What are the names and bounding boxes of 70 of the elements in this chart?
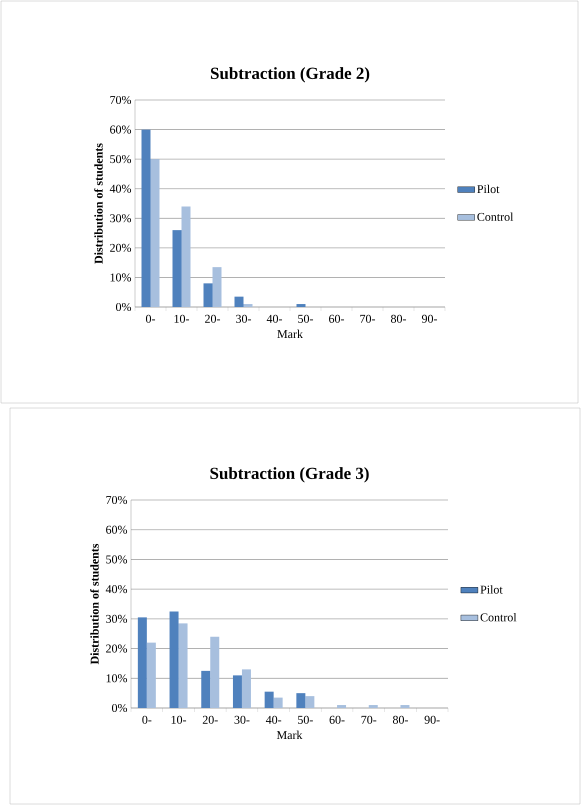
y-tick-label: 0% [116, 302, 132, 312]
bar [170, 611, 179, 708]
x-tick-label: 60- [329, 314, 344, 323]
bar [150, 159, 160, 308]
x-tick-label: 20- [205, 314, 220, 323]
x-tick-label: 50- [298, 716, 313, 724]
bar [142, 130, 150, 308]
bar [244, 304, 252, 308]
x-tick-label: 0- [146, 314, 156, 323]
x-tick-label: 10- [174, 314, 190, 323]
bar [210, 636, 220, 708]
x-tick-label: 0- [142, 716, 152, 724]
bar [182, 206, 190, 308]
x-tick-label: 30- [236, 314, 252, 323]
chart-title: Subtraction (Grade 2) [210, 67, 370, 83]
legend-label: Control [477, 212, 514, 221]
x-tick-label: 50- [298, 314, 314, 323]
y-tick-label: 20% [110, 244, 132, 252]
x-tick-label: 10- [172, 716, 186, 724]
x-axis-title: Mark [277, 330, 303, 338]
x-tick-label: 80- [390, 314, 406, 323]
chart-title: Subtraction (Grade 3) [210, 467, 369, 483]
legend-label: Control [480, 613, 516, 622]
y-tick-label: 30% [106, 614, 128, 623]
x-tick-label: 40- [266, 716, 282, 724]
y-tick-label: 40% [106, 585, 128, 594]
bar [172, 230, 182, 308]
bar [368, 705, 378, 708]
x-tick-label: 60- [330, 716, 345, 724]
bar [232, 675, 242, 708]
y-axis-title: Distribution of students [94, 143, 103, 264]
y-tick-label: 70% [110, 96, 132, 104]
x-tick-label: 40- [266, 314, 282, 323]
bar [138, 617, 147, 708]
bar [400, 705, 410, 708]
x-tick-label: 80- [392, 716, 408, 724]
y-tick-label: 60% [110, 126, 132, 134]
y-tick-label: 20% [106, 644, 128, 653]
bar [337, 705, 346, 708]
legend-label: Pilot [480, 585, 503, 594]
bar [305, 696, 314, 708]
bar [178, 623, 188, 708]
bar [242, 669, 251, 708]
y-tick-label: 10% [110, 273, 132, 282]
bar [212, 267, 222, 308]
bar [264, 692, 274, 708]
y-tick-label: 50% [110, 155, 132, 164]
y-tick-label: 30% [110, 214, 132, 222]
y-tick-label: 0% [112, 704, 128, 712]
x-tick-label: 20- [202, 716, 218, 724]
bar [274, 698, 283, 708]
bar [204, 283, 212, 308]
y-tick-label: 70% [106, 496, 128, 504]
y-axis-title: Distribution of students [90, 544, 99, 664]
y-tick-label: 10% [106, 674, 128, 682]
y-tick-label: 60% [106, 526, 128, 534]
x-tick-label: 30- [234, 716, 250, 724]
x-tick-label: 90- [422, 314, 438, 323]
bar [234, 296, 244, 308]
x-tick-label: 70- [362, 716, 376, 724]
x-tick-label: 70- [360, 314, 376, 323]
bar [146, 642, 156, 708]
y-tick-label: 50% [106, 555, 128, 564]
bar [201, 670, 210, 708]
bar [296, 693, 306, 708]
legend-label: Pilot [477, 184, 500, 194]
bar [296, 304, 306, 308]
x-axis-title: Mark [276, 730, 302, 740]
y-tick-label: 40% [110, 184, 132, 193]
x-tick-label: 90- [424, 716, 440, 724]
